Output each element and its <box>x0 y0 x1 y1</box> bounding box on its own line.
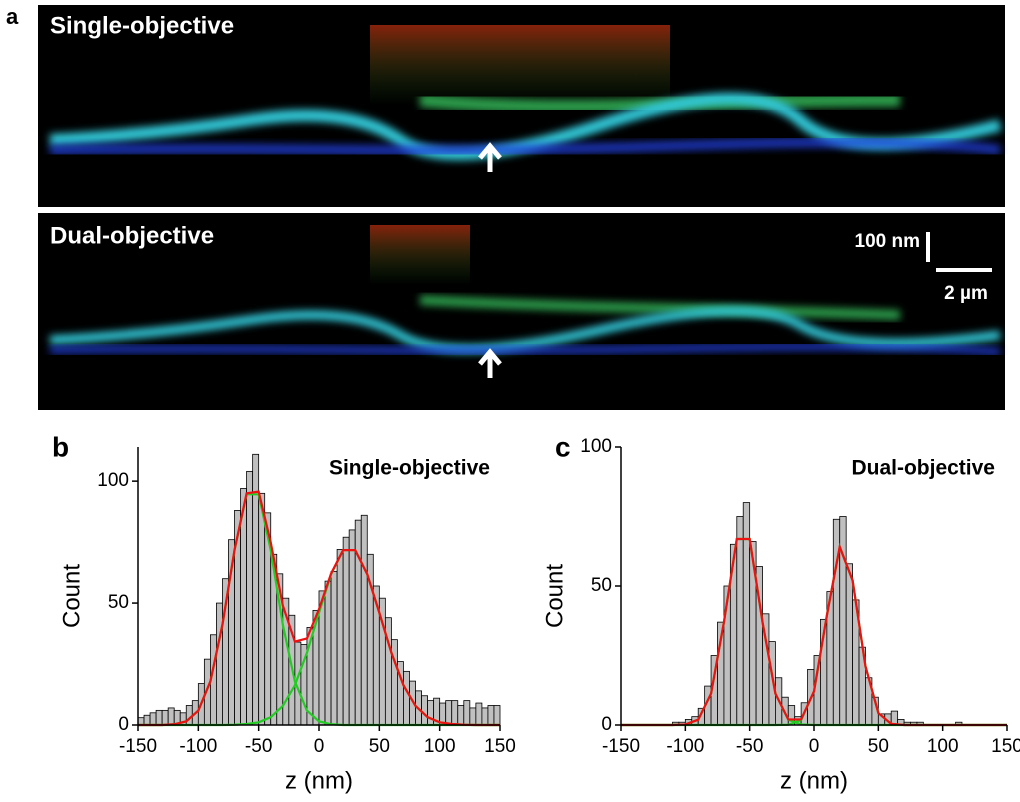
bar <box>155 709 163 726</box>
bar <box>258 492 266 726</box>
bar <box>336 549 344 726</box>
bar <box>246 470 254 726</box>
bar <box>469 707 477 726</box>
image-top <box>38 5 1005 207</box>
image-label: Single-objective <box>50 12 234 39</box>
y-tick-label: 50 <box>591 575 612 596</box>
bar <box>427 700 435 726</box>
bar <box>463 700 471 726</box>
bar <box>360 514 368 726</box>
x-tick-label: -100 <box>666 736 704 757</box>
x-axis-label: z (nm) <box>285 767 353 794</box>
bar <box>457 705 465 726</box>
bar <box>216 602 223 726</box>
bar <box>403 670 410 726</box>
y-tick-label: 100 <box>97 470 129 491</box>
y-tick-label: 100 <box>580 436 612 457</box>
x-tick-label: -50 <box>736 736 763 757</box>
bar <box>421 695 429 726</box>
bar <box>324 580 332 726</box>
chart-title: Single-objective <box>329 457 490 480</box>
bar <box>348 529 356 726</box>
y-tick-label: 50 <box>108 592 129 613</box>
bar <box>445 700 453 726</box>
bar <box>330 570 338 726</box>
bar <box>736 516 744 726</box>
x-tick-label: 150 <box>991 736 1020 757</box>
x-tick-label: 50 <box>369 736 390 757</box>
x-tick-label: 100 <box>424 736 456 757</box>
y-axis-label: Count <box>58 564 85 628</box>
bar <box>161 709 169 726</box>
scale-label: 2 µm <box>944 283 988 304</box>
x-tick-label: 150 <box>484 736 516 757</box>
scale-label: 100 nm <box>855 231 920 252</box>
x-tick-label: 100 <box>927 736 959 757</box>
y-axis-label: Count <box>541 564 568 628</box>
x-tick-label: -150 <box>119 736 157 757</box>
x-tick-label: 0 <box>809 736 820 757</box>
image-bottom <box>38 213 1005 410</box>
bar <box>493 705 501 726</box>
bar <box>845 563 854 726</box>
bar <box>240 488 247 726</box>
bar <box>451 700 459 726</box>
panel-label: b <box>52 431 69 462</box>
bar <box>742 502 751 726</box>
bar <box>185 705 193 726</box>
x-tick-label: -150 <box>602 736 640 757</box>
bar <box>487 705 495 726</box>
x-tick-label: -100 <box>179 736 217 757</box>
image-label: Dual-objective <box>50 222 214 249</box>
bar <box>149 712 157 726</box>
x-tick-label: 50 <box>868 736 889 757</box>
x-tick-label: 0 <box>314 736 325 757</box>
panel-label: c <box>555 431 571 462</box>
y-tick-label: 0 <box>118 714 129 735</box>
bar <box>167 707 175 726</box>
x-axis-label: z (nm) <box>780 767 848 794</box>
bar <box>342 536 350 726</box>
fit-line <box>138 490 500 727</box>
bar <box>481 707 489 726</box>
panel-label: a <box>6 4 19 29</box>
x-tick-label: -50 <box>245 736 272 757</box>
bar <box>475 702 483 726</box>
bar <box>143 714 151 726</box>
y-tick-label: 0 <box>601 714 612 735</box>
chart-title: Dual-objective <box>851 457 995 480</box>
